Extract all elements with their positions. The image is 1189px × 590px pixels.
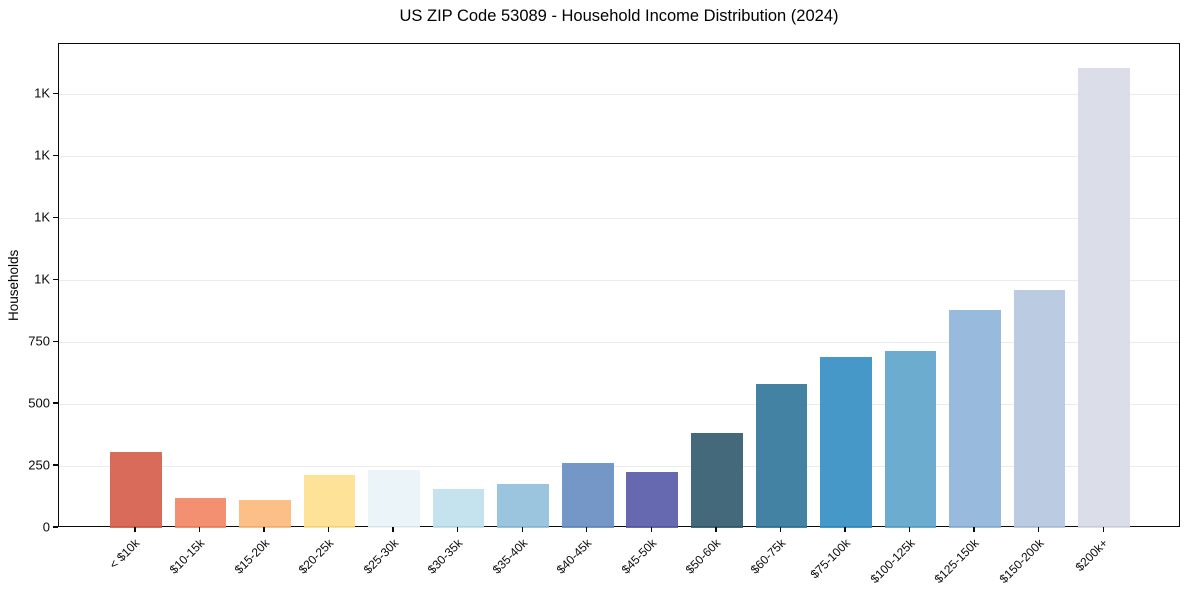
x-tick-label: $75-100k	[807, 536, 853, 582]
gridline	[59, 155, 1179, 157]
x-tick-label: $25-30k	[360, 536, 401, 577]
y-tick-mark	[53, 340, 58, 342]
x-tick-label: $50-60k	[683, 536, 724, 577]
x-tick-mark	[198, 527, 201, 532]
bar	[497, 483, 549, 528]
x-tick-mark	[715, 527, 717, 532]
x-tick-label: $100-125k	[867, 536, 918, 587]
plot-area	[58, 43, 1180, 528]
y-tick-mark	[53, 154, 58, 156]
gridline	[59, 465, 1179, 467]
y-tick-mark	[53, 216, 58, 218]
bar	[303, 475, 356, 528]
gridline	[59, 217, 1179, 219]
y-tick-mark	[53, 464, 58, 466]
x-tick-mark	[327, 527, 330, 532]
x-tick-mark	[1102, 527, 1104, 532]
gridline	[59, 341, 1179, 343]
x-tick-mark	[650, 527, 652, 532]
x-tick-label: < $10k	[107, 536, 143, 572]
y-tick-label: 750	[28, 333, 50, 349]
y-tick-mark	[53, 402, 58, 404]
bar	[368, 469, 420, 528]
x-tick-label: $20-25k	[295, 536, 337, 577]
bar	[1078, 68, 1130, 528]
x-tick-mark	[521, 527, 523, 532]
x-tick-label: $35-40k	[489, 536, 531, 577]
bar	[626, 471, 679, 528]
x-tick-mark	[134, 527, 136, 532]
gridline	[59, 93, 1179, 95]
y-tick-label: 1K	[34, 271, 50, 287]
chart-title: US ZIP Code 53089 - Household Income Dis…	[399, 7, 839, 25]
bar	[432, 489, 485, 528]
x-tick-label: $150-200k	[996, 536, 1047, 587]
bar	[1013, 289, 1066, 528]
x-tick-label: $15-20k	[231, 536, 272, 577]
x-tick-label: $125-150k	[931, 536, 982, 587]
y-tick-mark	[53, 526, 58, 528]
bar	[820, 356, 872, 528]
y-tick-label: 1K	[34, 147, 50, 163]
x-tick-label: $60-75k	[747, 536, 789, 577]
x-tick-label: $40-45k	[554, 536, 595, 577]
x-tick-mark	[263, 527, 265, 532]
y-tick-label: 250	[28, 457, 50, 473]
gridline	[59, 279, 1179, 281]
x-tick-mark	[908, 527, 911, 532]
y-tick-mark	[53, 92, 58, 94]
y-tick-label: 500	[28, 395, 50, 411]
y-tick-mark	[53, 278, 58, 280]
y-tick-label: 1K	[34, 209, 50, 225]
bar	[949, 309, 1001, 528]
bar	[110, 452, 162, 528]
x-tick-label: $30-35k	[424, 536, 466, 577]
gridline	[59, 403, 1179, 405]
y-tick-label: 1K	[34, 85, 50, 101]
x-tick-mark	[1038, 527, 1040, 532]
bar	[755, 383, 808, 528]
y-tick-label: 0	[42, 519, 50, 535]
bar	[561, 463, 614, 528]
x-tick-mark	[392, 527, 394, 532]
x-tick-label: $200k+	[1073, 536, 1112, 574]
x-tick-mark	[844, 527, 846, 532]
x-tick-label: $45-50k	[618, 536, 660, 577]
x-tick-label: $10-15k	[166, 536, 208, 577]
bar	[691, 432, 743, 528]
x-tick-mark	[457, 527, 459, 532]
bar	[239, 499, 291, 528]
bar	[884, 351, 937, 528]
x-tick-mark	[586, 527, 588, 532]
bar	[174, 498, 227, 528]
x-tick-mark	[779, 527, 782, 532]
x-tick-mark	[973, 527, 975, 532]
